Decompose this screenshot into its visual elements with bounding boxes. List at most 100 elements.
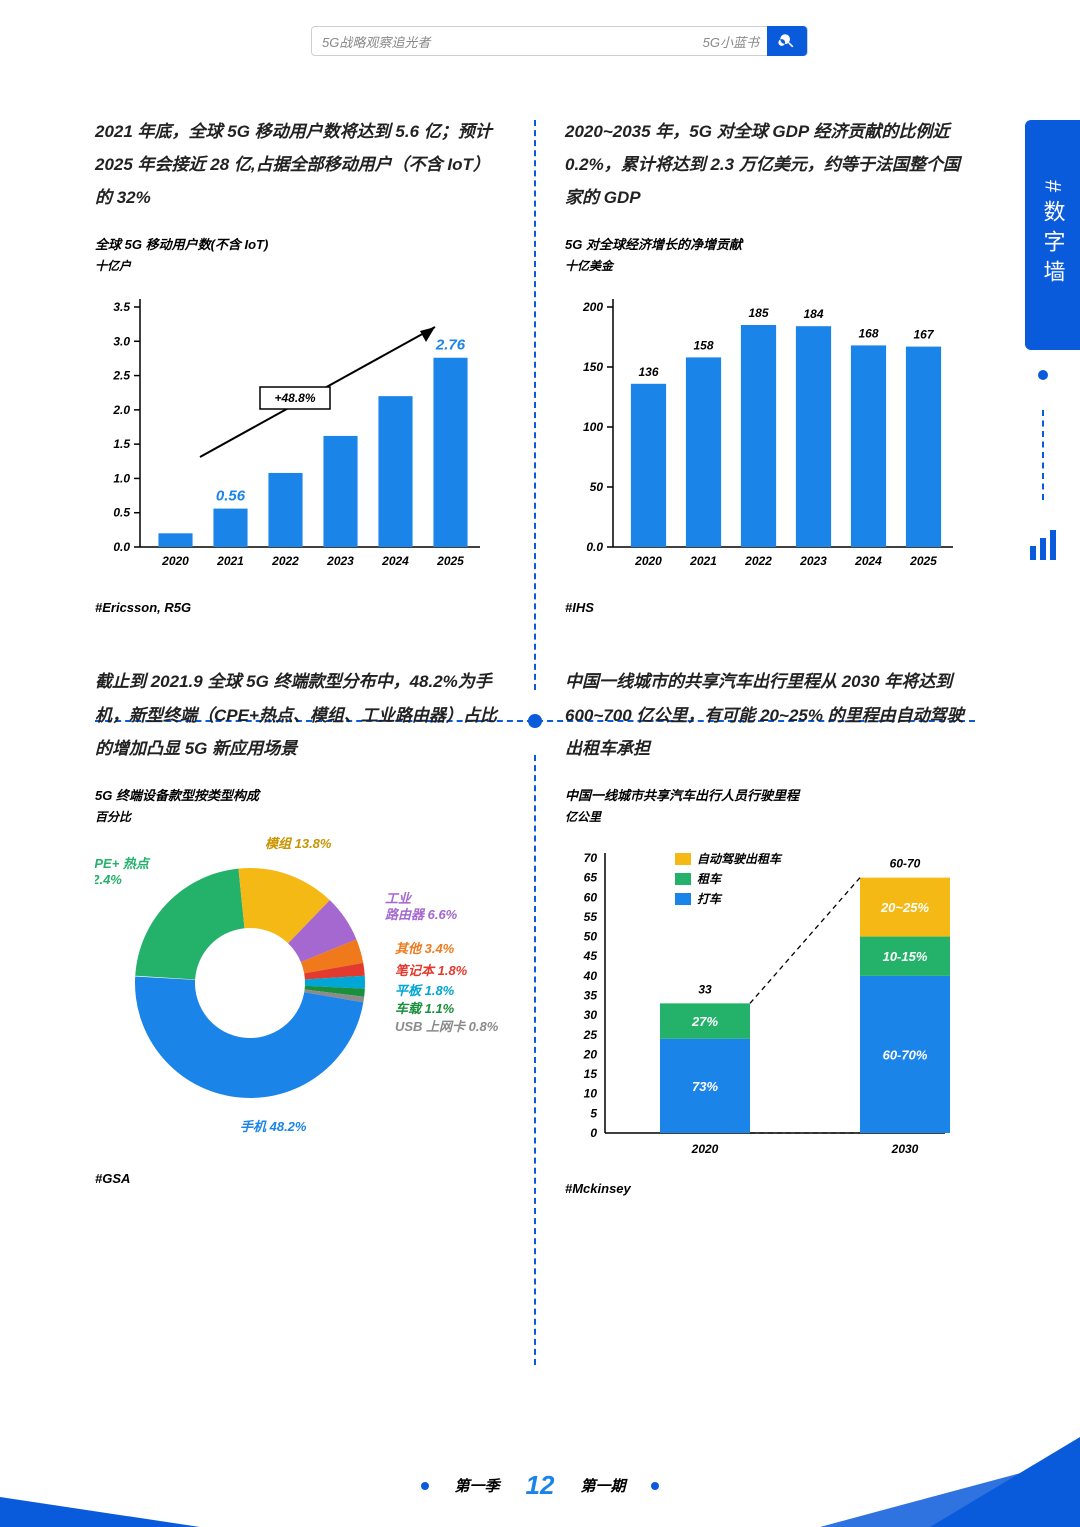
svg-text:+48.8%: +48.8% xyxy=(274,391,315,405)
corner-bottom-right xyxy=(930,1437,1080,1527)
svg-text:3.5: 3.5 xyxy=(113,300,130,314)
svg-text:USB 上网卡 0.8%: USB 上网卡 0.8% xyxy=(395,1019,499,1034)
side-tab-label: #数字墙 xyxy=(1037,180,1069,290)
svg-text:2023: 2023 xyxy=(326,554,354,568)
svg-text:10-15%: 10-15% xyxy=(883,949,928,964)
svg-text:50: 50 xyxy=(590,480,604,494)
panel4-title: 中国一线城市共享汽车出行人员行驶里程 xyxy=(565,785,975,804)
svg-text:100: 100 xyxy=(583,420,603,434)
panel1-title: 全球 5G 移动用户数(不含 IoT) xyxy=(95,234,505,253)
panel-5g-gdp: 2020~2035 年，5G 对全球 GDP 经济贡献的比例近 0.2%，累计将… xyxy=(565,115,975,615)
svg-text:65: 65 xyxy=(584,870,598,884)
panel-5g-terminals: 截止到 2021.9 全球 5G 终端款型分布中，48.2%为手机，新型终端（C… xyxy=(95,665,505,1195)
svg-text:184: 184 xyxy=(803,308,823,322)
svg-text:168: 168 xyxy=(858,327,878,341)
svg-text:2.5: 2.5 xyxy=(112,369,130,383)
svg-text:平板 1.8%: 平板 1.8% xyxy=(395,983,455,998)
svg-text:2024: 2024 xyxy=(381,554,409,568)
svg-text:模组 13.8%: 模组 13.8% xyxy=(265,836,332,851)
panel2-teaser: 2020~2035 年，5G 对全球 GDP 经济贡献的比例近 0.2%，累计将… xyxy=(565,115,975,214)
svg-text:1.5: 1.5 xyxy=(113,438,130,452)
svg-text:35: 35 xyxy=(584,988,598,1002)
svg-text:40: 40 xyxy=(583,969,598,983)
svg-text:27%: 27% xyxy=(691,1014,718,1029)
side-tab[interactable]: #数字墙 xyxy=(1025,120,1080,350)
svg-text:2025: 2025 xyxy=(909,554,937,568)
svg-text:手机 48.2%: 手机 48.2% xyxy=(240,1119,307,1134)
svg-text:167: 167 xyxy=(913,328,934,342)
svg-text:2020: 2020 xyxy=(691,1142,719,1156)
svg-text:3.0: 3.0 xyxy=(113,335,130,349)
svg-text:200: 200 xyxy=(582,300,603,314)
panel4-teaser: 中国一线城市的共享汽车出行里程从 2030 年将达到 600~700 亿公里，有… xyxy=(565,665,975,764)
panel2-unit: 十亿美金 xyxy=(565,257,975,274)
svg-text:0.5: 0.5 xyxy=(113,506,130,520)
footer-page: 12 xyxy=(526,1470,555,1501)
search-icon xyxy=(778,32,796,50)
panel3-title: 5G 终端设备款型按类型构成 xyxy=(95,785,505,804)
svg-text:45: 45 xyxy=(583,949,598,963)
footer-season: 第一季 xyxy=(455,1475,500,1496)
svg-text:158: 158 xyxy=(693,339,713,353)
svg-text:自动驾驶出租车: 自动驾驶出租车 xyxy=(697,852,783,866)
panel1-unit: 十亿户 xyxy=(95,257,505,274)
svg-text:10: 10 xyxy=(584,1087,598,1101)
panel-shared-mobility: 中国一线城市的共享汽车出行里程从 2030 年将达到 600~700 亿公里，有… xyxy=(565,665,975,1195)
svg-text:0.0: 0.0 xyxy=(586,540,603,554)
svg-text:185: 185 xyxy=(748,306,768,320)
svg-text:2030: 2030 xyxy=(891,1142,919,1156)
svg-text:55: 55 xyxy=(584,910,598,924)
svg-text:2.0: 2.0 xyxy=(112,403,130,417)
svg-text:2022: 2022 xyxy=(744,554,772,568)
svg-text:60-70: 60-70 xyxy=(890,856,921,870)
svg-text:2021: 2021 xyxy=(689,554,717,568)
search-right-text: 5G小蓝书 xyxy=(703,32,767,51)
search-button[interactable] xyxy=(767,26,807,56)
svg-text:0.0: 0.0 xyxy=(113,540,130,554)
svg-text:20~25%: 20~25% xyxy=(880,900,930,915)
svg-text:笔记本 1.8%: 笔记本 1.8% xyxy=(395,963,468,978)
svg-text:150: 150 xyxy=(583,360,603,374)
panel2-source: #IHS xyxy=(565,600,975,615)
panel3-chart: 手机 48.2%CPE+ 热点22.4%模组 13.8%工业路由器 6.6%其他… xyxy=(95,833,505,1153)
search-placeholder: 5G战略观察追光者 xyxy=(312,32,703,51)
svg-text:30: 30 xyxy=(584,1008,598,1022)
footer-issue: 第一期 xyxy=(580,1475,625,1496)
svg-text:60-70%: 60-70% xyxy=(883,1047,928,1062)
panel2-title: 5G 对全球经济增长的净增贡献 xyxy=(565,234,975,253)
svg-text:73%: 73% xyxy=(692,1079,718,1094)
svg-text:60: 60 xyxy=(584,890,598,904)
svg-text:0.56: 0.56 xyxy=(216,488,246,505)
svg-text:打车: 打车 xyxy=(697,892,723,906)
svg-text:20: 20 xyxy=(583,1047,598,1061)
svg-text:5: 5 xyxy=(590,1106,597,1120)
svg-text:136: 136 xyxy=(638,365,658,379)
svg-text:25: 25 xyxy=(583,1028,598,1042)
panel1-source: #Ericsson, R5G xyxy=(95,600,505,615)
svg-text:工业: 工业 xyxy=(385,891,413,906)
svg-text:50: 50 xyxy=(584,929,598,943)
panel1-teaser: 2021 年底，全球 5G 移动用户数将达到 5.6 亿；预计 2025 年会接… xyxy=(95,115,505,214)
svg-text:2.76: 2.76 xyxy=(435,337,466,354)
search-bar[interactable]: 5G战略观察追光者 5G小蓝书 xyxy=(311,26,808,56)
svg-text:22.4%: 22.4% xyxy=(95,872,122,887)
svg-text:33: 33 xyxy=(698,982,712,996)
svg-text:路由器 6.6%: 路由器 6.6% xyxy=(385,907,458,922)
svg-text:2024: 2024 xyxy=(854,554,882,568)
svg-text:2021: 2021 xyxy=(216,554,244,568)
panel-5g-users: 2021 年底，全球 5G 移动用户数将达到 5.6 亿；预计 2025 年会接… xyxy=(95,115,505,615)
panel4-unit: 亿公里 xyxy=(565,808,975,825)
svg-text:2020: 2020 xyxy=(634,554,662,568)
panel3-unit: 百分比 xyxy=(95,808,505,825)
svg-text:CPE+ 热点: CPE+ 热点 xyxy=(95,856,151,871)
panel3-teaser: 截止到 2021.9 全球 5G 终端款型分布中，48.2%为手机，新型终端（C… xyxy=(95,665,505,764)
svg-text:2025: 2025 xyxy=(436,554,464,568)
svg-text:2020: 2020 xyxy=(161,554,189,568)
svg-text:15: 15 xyxy=(584,1067,598,1081)
panel1-chart: 0.00.51.01.52.02.53.03.5202020210.562022… xyxy=(95,282,505,582)
svg-text:车载 1.1%: 车载 1.1% xyxy=(395,1001,455,1016)
svg-text:0: 0 xyxy=(590,1126,597,1140)
svg-text:租车: 租车 xyxy=(697,872,723,886)
corner-bottom-left xyxy=(0,1497,200,1527)
panel4-source: #Mckinsey xyxy=(565,1181,975,1196)
